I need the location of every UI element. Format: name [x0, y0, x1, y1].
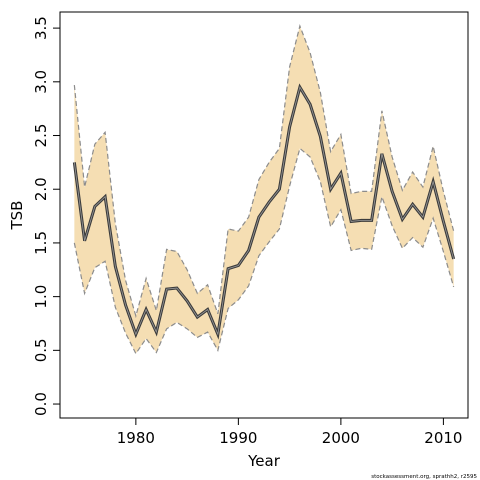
- lower-bound-line: [73, 147, 455, 355]
- x-tick-label: 1990: [219, 429, 257, 447]
- series-line-layer: [72, 23, 456, 355]
- x-axis-title: Year: [247, 452, 281, 470]
- y-tick-label: 3.5: [32, 16, 50, 40]
- y-axis-title: TSB: [8, 201, 26, 231]
- y-tick-label: 1.5: [32, 231, 50, 255]
- x-tick-label: 1980: [117, 429, 155, 447]
- x-tick-label: 2010: [424, 429, 462, 447]
- y-tick-label: 0.5: [32, 338, 50, 362]
- y-tick-label: 2.5: [32, 124, 50, 148]
- x-axis: 1980 1990 2000 2010: [117, 418, 462, 447]
- plot-frame: [59, 11, 469, 419]
- x-tick-label: 2000: [322, 429, 360, 447]
- y-axis: 0.0 0.5 1.0 1.5 2.0 2.5 3.0 3.5: [32, 16, 60, 416]
- y-tick-label: 0.0: [32, 392, 50, 416]
- y-tick-label: 2.0: [32, 177, 50, 201]
- upper-bound-line: [73, 23, 455, 319]
- y-tick-label: 1.0: [32, 285, 50, 309]
- footer-credit: stockassessment.org, sprathh2, r2595: [371, 474, 477, 480]
- estimate-line-highlight: [73, 86, 455, 336]
- confidence-band-layer: [74, 25, 454, 354]
- y-tick-label: 3.0: [32, 70, 50, 94]
- confidence-band: [74, 25, 454, 354]
